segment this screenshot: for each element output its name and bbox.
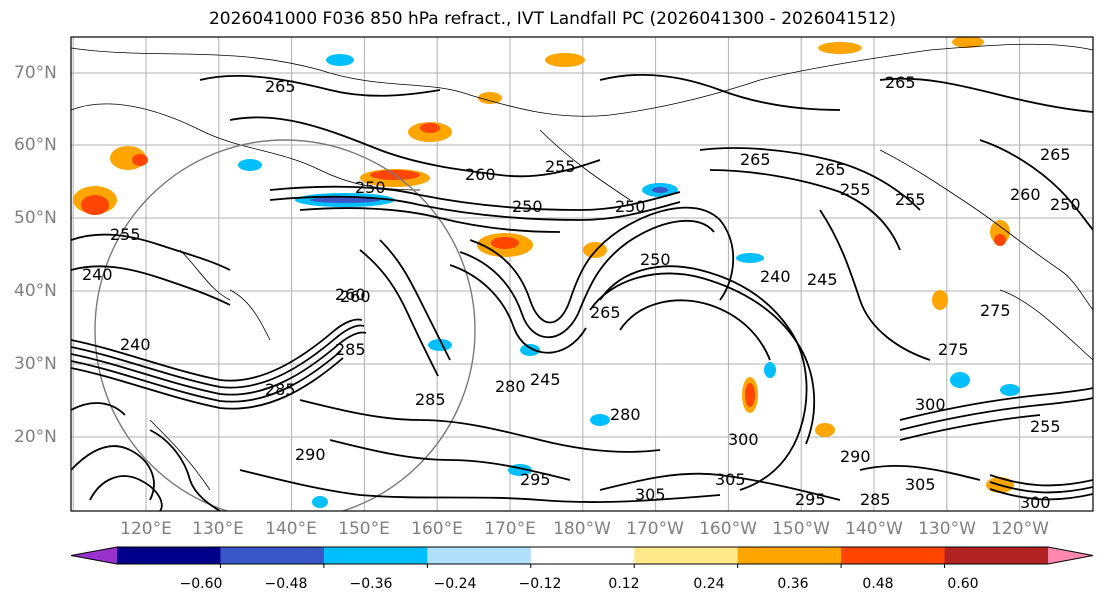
shading-blue bbox=[238, 54, 1020, 508]
colorbar-swatch bbox=[530, 547, 635, 564]
contour-label: 305 bbox=[715, 470, 746, 489]
contour-label: 245 bbox=[807, 270, 838, 289]
contour-label: 260 bbox=[1010, 185, 1041, 204]
contour-label: 305 bbox=[635, 485, 666, 504]
contour-label: 240 bbox=[760, 267, 791, 286]
contour-label: 250 bbox=[640, 250, 671, 269]
contour-label-group: 265 265 265 265 265 260 260 260 255 255 … bbox=[82, 73, 1081, 512]
contour-label: 250 bbox=[615, 197, 646, 216]
map-background bbox=[71, 37, 1093, 511]
contour-label: 295 bbox=[795, 490, 826, 509]
colorbar bbox=[70, 546, 1094, 568]
lon-label: 130°E bbox=[192, 519, 244, 539]
coastlines bbox=[71, 43, 1093, 491]
colorbar-tick-label: −0.36 bbox=[349, 576, 393, 592]
contour-label: 250 bbox=[355, 178, 386, 197]
lon-label: 140°E bbox=[265, 519, 317, 539]
contour-lines bbox=[71, 73, 1093, 511]
lon-label: 140°W bbox=[845, 519, 903, 539]
colorbar-swatch bbox=[323, 547, 428, 564]
contour-label: 290 bbox=[840, 447, 871, 466]
graticule bbox=[71, 37, 1093, 511]
colorbar-tick-label: 0.12 bbox=[608, 576, 640, 592]
lon-label: 180°W bbox=[553, 519, 611, 539]
contour-label: 250 bbox=[512, 197, 543, 216]
contour-label: 275 bbox=[938, 340, 969, 359]
contour-label: 300 bbox=[728, 430, 759, 449]
contour-label: 300 bbox=[1020, 493, 1051, 512]
contour-label: 305 bbox=[905, 475, 936, 494]
contour-label: 280 bbox=[495, 377, 526, 396]
lon-label: 130°W bbox=[918, 519, 976, 539]
contour-label: 265 bbox=[885, 73, 916, 92]
colorbar-swatch bbox=[841, 547, 946, 564]
contour-label: 265 bbox=[1040, 145, 1071, 164]
colorbar-swatch bbox=[117, 547, 221, 564]
contour-label: 245 bbox=[530, 370, 561, 389]
contour-label: 255 bbox=[545, 157, 576, 176]
contour-label: 255 bbox=[895, 190, 926, 209]
map-title: 2026041000 F036 850 hPa refract., IVT La… bbox=[208, 9, 896, 29]
contour-label: 255 bbox=[840, 180, 871, 199]
contour-label: 265 bbox=[815, 160, 846, 179]
contour-label: 295 bbox=[520, 470, 551, 489]
lon-label: 120°W bbox=[991, 519, 1049, 539]
lon-label: 150°W bbox=[772, 519, 830, 539]
colorbar-swatch bbox=[737, 547, 842, 564]
lat-label: 70°N bbox=[14, 63, 57, 83]
contour-label: 240 bbox=[120, 335, 151, 354]
contour-label: 265 bbox=[740, 150, 771, 169]
colorbar-tick-label: 0.24 bbox=[693, 576, 725, 592]
contour-label: 260 bbox=[465, 165, 496, 184]
lat-label: 50°N bbox=[14, 208, 57, 228]
lon-label: 150°E bbox=[338, 519, 390, 539]
shading-darkblue bbox=[310, 187, 668, 203]
colorbar-swatch bbox=[944, 547, 1049, 564]
contour-label: 300 bbox=[915, 395, 946, 414]
contour-label: 265 bbox=[265, 77, 296, 96]
lon-label: 160°W bbox=[699, 519, 757, 539]
contour-label: 260 bbox=[340, 287, 371, 306]
colorbar-tick-label: 0.60 bbox=[947, 576, 979, 592]
contour-label: 285 bbox=[335, 340, 366, 359]
colorbar-extend-max bbox=[1048, 547, 1093, 564]
contour-label: 265 bbox=[590, 303, 621, 322]
contour-label: 275 bbox=[980, 301, 1011, 320]
lat-label: 40°N bbox=[14, 281, 57, 301]
colorbar-tick-label: −0.12 bbox=[518, 576, 562, 592]
map-frame bbox=[70, 36, 1094, 512]
contour-label: 260 bbox=[335, 285, 366, 304]
colorbar-swatch bbox=[634, 547, 739, 564]
lat-label: 20°N bbox=[14, 427, 57, 447]
guide-circle bbox=[94, 139, 476, 511]
contour-label: 240 bbox=[82, 265, 113, 284]
contour-label: 255 bbox=[1030, 417, 1061, 436]
lat-label: 30°N bbox=[14, 354, 57, 374]
lon-label: 160°E bbox=[411, 519, 463, 539]
contour-label: 285 bbox=[265, 380, 296, 399]
lat-label: 60°N bbox=[14, 135, 57, 155]
colorbar-tick-label: −0.48 bbox=[264, 576, 308, 592]
colorbar-extend-min bbox=[71, 547, 117, 564]
contour-label: 285 bbox=[860, 490, 891, 509]
colorbar-swatch bbox=[220, 547, 325, 564]
contour-label: 255 bbox=[110, 225, 141, 244]
contour-label: 290 bbox=[295, 445, 326, 464]
colorbar-swatch bbox=[427, 547, 532, 564]
colorbar-tick-label: −0.24 bbox=[433, 576, 477, 592]
colorbar-tick-label: 0.36 bbox=[777, 576, 809, 592]
lon-label: 170°E bbox=[484, 519, 536, 539]
contour-label: 280 bbox=[610, 405, 641, 424]
colorbar-tick-label: 0.48 bbox=[862, 576, 894, 592]
contour-label: 250 bbox=[1050, 195, 1081, 214]
lon-label: 120°E bbox=[120, 519, 172, 539]
colorbar-outline bbox=[70, 546, 1094, 565]
lon-label: 170°W bbox=[626, 519, 684, 539]
contour-label: 285 bbox=[415, 390, 446, 409]
colorbar-tick-label: −0.60 bbox=[179, 576, 223, 592]
